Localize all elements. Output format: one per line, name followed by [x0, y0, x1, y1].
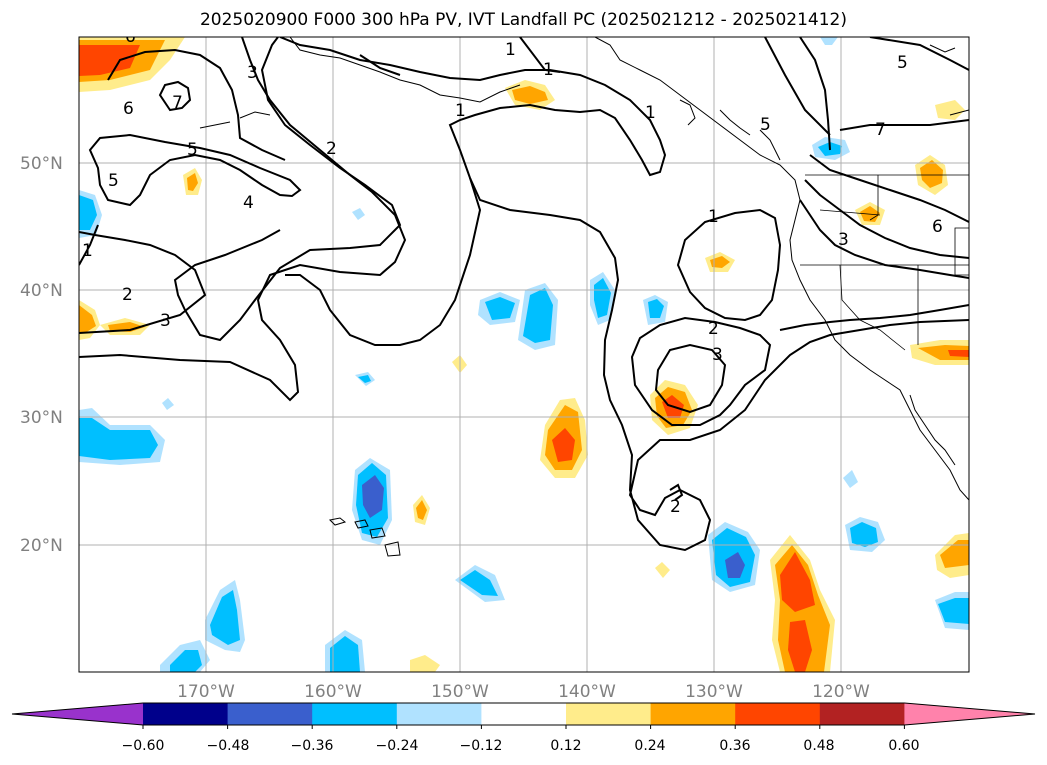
lon-label-130w: 130°W [685, 682, 743, 702]
colorbar-swatch [143, 703, 229, 725]
colorbar-swatch [481, 703, 567, 725]
contour-label: 6 [125, 27, 136, 47]
colorbar-tick-label: −0.24 [376, 738, 419, 754]
colorbar-swatch [227, 703, 313, 725]
colorbar-swatch [650, 703, 736, 725]
colorbar-swatch [312, 703, 398, 725]
contour-label: 3 [247, 63, 258, 83]
contour-label: 7 [875, 120, 886, 140]
latitude-labels: 50°N 40°N 30°N 20°N [20, 154, 63, 556]
lon-label-170w: 170°W [177, 682, 235, 702]
contour-label: 5 [760, 115, 771, 135]
lat-label-50n: 50°N [20, 154, 63, 174]
boundaries [800, 174, 969, 351]
contour-label: 2 [708, 319, 719, 339]
colorbar-tick-labels: −0.60 −0.48 −0.36 −0.24 −0.12 0.12 0.24 … [122, 738, 920, 754]
contour-label: 2 [122, 285, 133, 305]
lon-label-120w: 120°W [812, 682, 870, 702]
map-frame [78, 36, 970, 673]
lat-label-20n: 20°N [20, 536, 63, 556]
pv-contours [79, 37, 969, 552]
negative-anomaly-shading [79, 37, 969, 672]
colorbar-swatch [566, 703, 652, 725]
contour-label: 1 [645, 103, 656, 123]
lat-label-30n: 30°N [20, 408, 63, 428]
contour-label: 5 [108, 171, 119, 191]
contour-label: 1 [708, 207, 719, 227]
contour-label: 5 [897, 53, 908, 73]
graticule [79, 37, 969, 672]
colorbar-extend-high [904, 703, 1035, 725]
lon-label-150w: 150°W [431, 682, 489, 702]
pv-contour-labels: 6 6 7 5 5 4 3 2 2 3 1 1 1 1 1 1 2 3 2 5 … [82, 27, 943, 517]
contour-label: 5 [187, 140, 198, 160]
colorbar-tick-label: 0.12 [550, 738, 581, 754]
contour-label: 1 [455, 101, 466, 121]
contour-label: 6 [123, 99, 134, 119]
contour-label: 1 [505, 40, 516, 60]
positive-anomaly-shading [79, 37, 969, 672]
lat-label-40n: 40°N [20, 281, 63, 301]
colorbar-swatch [735, 703, 821, 725]
coastlines [199, 37, 969, 557]
contour-label: 3 [160, 311, 171, 331]
colorbar-tick-label: −0.48 [207, 738, 250, 754]
contour-label: 4 [243, 193, 254, 213]
contour-label: 3 [838, 230, 849, 250]
colorbar-tick-label: 0.60 [888, 738, 919, 754]
contour-label: 1 [543, 60, 554, 80]
longitude-labels: 170°W 160°W 150°W 140°W 130°W 120°W [177, 682, 870, 702]
colorbar-swatch [396, 703, 482, 725]
colorbar-tick-label: 0.36 [719, 738, 750, 754]
colorbar-tick-label: −0.60 [122, 738, 165, 754]
colorbar [11, 702, 1036, 729]
contour-label: 1 [82, 241, 93, 261]
map-title: 2025020900 F000 300 hPa PV, IVT Landfall… [199, 10, 847, 30]
contour-label: 6 [932, 217, 943, 237]
lon-label-160w: 160°W [304, 682, 362, 702]
colorbar-tick-label: 0.24 [634, 738, 665, 754]
colorbar-tick-label: −0.36 [291, 738, 334, 754]
colorbar-extend-low [12, 703, 143, 725]
colorbar-swatch [819, 703, 905, 725]
lon-label-140w: 140°W [558, 682, 616, 702]
colorbar-tick-label: −0.12 [460, 738, 503, 754]
contour-label: 3 [712, 345, 723, 365]
map-plot-area: 6 6 7 5 5 4 3 2 2 3 1 1 1 1 1 1 2 3 2 5 … [79, 27, 969, 672]
contour-label: 2 [326, 139, 337, 159]
contour-label: 2 [670, 497, 681, 517]
contour-label: 7 [172, 93, 183, 113]
colorbar-tick-label: 0.48 [803, 738, 834, 754]
